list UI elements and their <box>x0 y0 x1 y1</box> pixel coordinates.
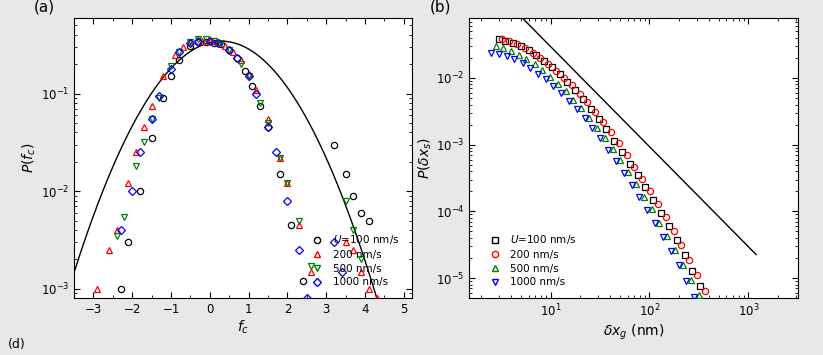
Y-axis label: $P(f_c)$: $P(f_c)$ <box>21 143 38 173</box>
Text: (a): (a) <box>34 0 54 15</box>
X-axis label: $f_c$: $f_c$ <box>237 319 249 336</box>
Text: (b): (b) <box>430 0 451 15</box>
Legend: $U$=100 nm/s, 200 nm/s, 500 nm/s, 1000 nm/s: $U$=100 nm/s, 200 nm/s, 500 nm/s, 1000 n… <box>484 234 577 288</box>
Y-axis label: $P(\delta x_s)$: $P(\delta x_s)$ <box>416 137 434 179</box>
X-axis label: $\delta x_g$ (nm): $\delta x_g$ (nm) <box>603 322 664 342</box>
Text: (d): (d) <box>8 338 26 351</box>
Legend: $U$=100 nm/s, 200 nm/s, 500 nm/s, 1000 nm/s: $U$=100 nm/s, 200 nm/s, 500 nm/s, 1000 n… <box>307 234 399 288</box>
